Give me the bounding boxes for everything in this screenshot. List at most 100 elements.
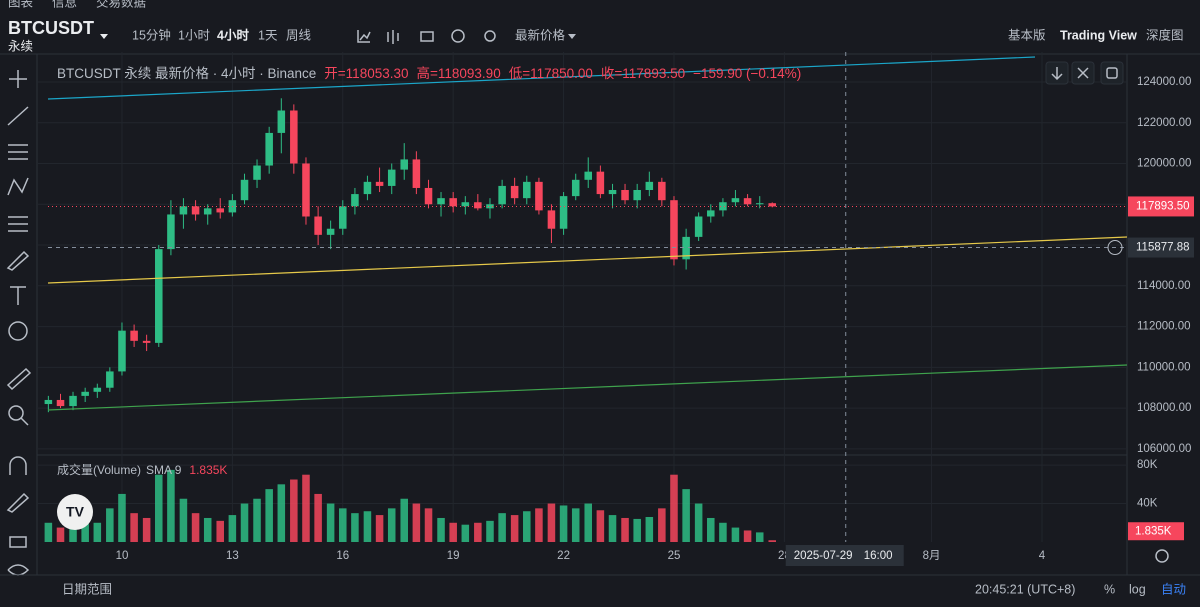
volume-bar (93, 522, 102, 542)
y-tick-label: 80K (1137, 459, 1158, 471)
candle-body (535, 181, 543, 211)
view-tab-active[interactable]: Trading View (1060, 28, 1137, 42)
view-tab[interactable]: 深度图 (1146, 27, 1184, 42)
volume-bar (510, 515, 519, 542)
candle-body (743, 198, 752, 205)
volume-label: 成交量(Volume) (57, 462, 141, 477)
volume-bar (621, 517, 629, 542)
crosshair-date-box (785, 545, 904, 566)
volume-bar (645, 517, 654, 542)
option[interactable]: log (1129, 582, 1146, 596)
toolbar-icons[interactable] (357, 29, 496, 44)
candle-body (106, 371, 114, 388)
volume-bar (81, 520, 89, 542)
candle-body (253, 165, 261, 180)
legend: BTCUSDT 永续 最新价格 · 4小时 · Binance 开=118053.… (57, 65, 801, 81)
candle-body (203, 208, 212, 215)
volume-bar (437, 517, 445, 542)
trend-line[interactable] (47, 364, 1128, 411)
candle-body (621, 190, 629, 201)
volume-bar (302, 474, 310, 542)
volume-bar (755, 532, 764, 542)
candle-body (155, 249, 163, 343)
candle-body (731, 198, 740, 203)
option[interactable]: % (1104, 582, 1115, 596)
volume-last-box (1128, 522, 1184, 541)
candle-body (118, 330, 126, 372)
candle-body (142, 340, 151, 343)
candle-body (449, 198, 457, 207)
volume-bar (69, 524, 77, 542)
candle-body (608, 190, 617, 195)
candle-body (547, 210, 556, 229)
volume-bar (474, 522, 482, 542)
x-tick-label: 19 (447, 550, 460, 562)
volume-legend: 成交量(Volume) SMA 9 1.835K (57, 462, 227, 477)
crosshair-price-box (1128, 237, 1194, 258)
pane-buttons[interactable] (1045, 61, 1124, 85)
option[interactable]: 自动 (1161, 582, 1186, 596)
candle-body (387, 169, 396, 186)
volume-bar (559, 505, 568, 542)
x-tick-label: 22 (557, 550, 570, 562)
candle-body (461, 202, 470, 207)
tab[interactable]: 图表 (8, 0, 34, 9)
candle-body (682, 236, 690, 260)
candle-body (412, 159, 421, 188)
symbol[interactable]: BTCUSDT (8, 18, 94, 38)
candle-body (375, 181, 384, 186)
candle-body (707, 210, 715, 217)
volume-bar (571, 508, 580, 542)
candle-body (670, 200, 678, 260)
candle-body (81, 391, 89, 396)
candle-body (755, 203, 764, 205)
settings-icon[interactable] (1155, 549, 1169, 563)
y-tick-label: 112000.00 (1137, 321, 1191, 333)
candle-body (179, 206, 188, 215)
volume-bar (240, 503, 249, 542)
interval[interactable]: 周线 (286, 28, 312, 42)
symbol-dropdown[interactable] (100, 34, 108, 39)
candle-body (44, 399, 53, 405)
interval-active[interactable]: 4小时 (217, 27, 249, 42)
plot (37, 52, 1127, 542)
volume-bar (265, 489, 273, 542)
candle-body (277, 110, 286, 133)
interval[interactable]: 1天 (258, 28, 278, 42)
tab[interactable]: 信息 (52, 0, 77, 9)
drawing-tools[interactable] (6, 70, 32, 576)
candle-body (302, 163, 310, 217)
volume-bar (277, 484, 286, 542)
volume-bar (44, 522, 53, 542)
volume-bar (253, 498, 261, 542)
candle-body (191, 206, 200, 215)
candle-body (363, 181, 372, 195)
interval[interactable]: 1小时 (178, 28, 210, 42)
volume-bar (387, 508, 396, 542)
candle-body (400, 159, 408, 170)
volume-bar (694, 503, 703, 542)
price-type[interactable]: 最新价格 (515, 27, 566, 42)
view-tab[interactable]: 基本版 (1008, 28, 1046, 42)
date-range[interactable]: 日期范围 (62, 582, 112, 596)
tab[interactable]: 交易数据 (96, 0, 146, 9)
trend-line[interactable] (47, 56, 1036, 100)
volume-sma: SMA 9 (146, 463, 182, 477)
crosshair-time: 16:00 (864, 550, 893, 562)
price-type-dropdown[interactable] (568, 34, 576, 39)
crosshair-price: 115877.88 (1136, 242, 1190, 254)
legend-item: −159.90 (−0.14%) (693, 66, 801, 81)
candle-body (596, 171, 605, 195)
candle-body (658, 181, 666, 201)
y-tick-label: 40K (1137, 498, 1158, 510)
candle-body (498, 185, 506, 205)
candle-body (424, 187, 433, 205)
trend-line[interactable] (47, 236, 1128, 284)
x-tick-label: 13 (226, 550, 239, 562)
crosshair-date: 2025-07-29 (794, 550, 853, 562)
volume-bar (461, 524, 470, 542)
volume-bar (731, 527, 740, 542)
volume-bar (535, 508, 543, 542)
interval[interactable]: 15分钟 (132, 27, 171, 42)
